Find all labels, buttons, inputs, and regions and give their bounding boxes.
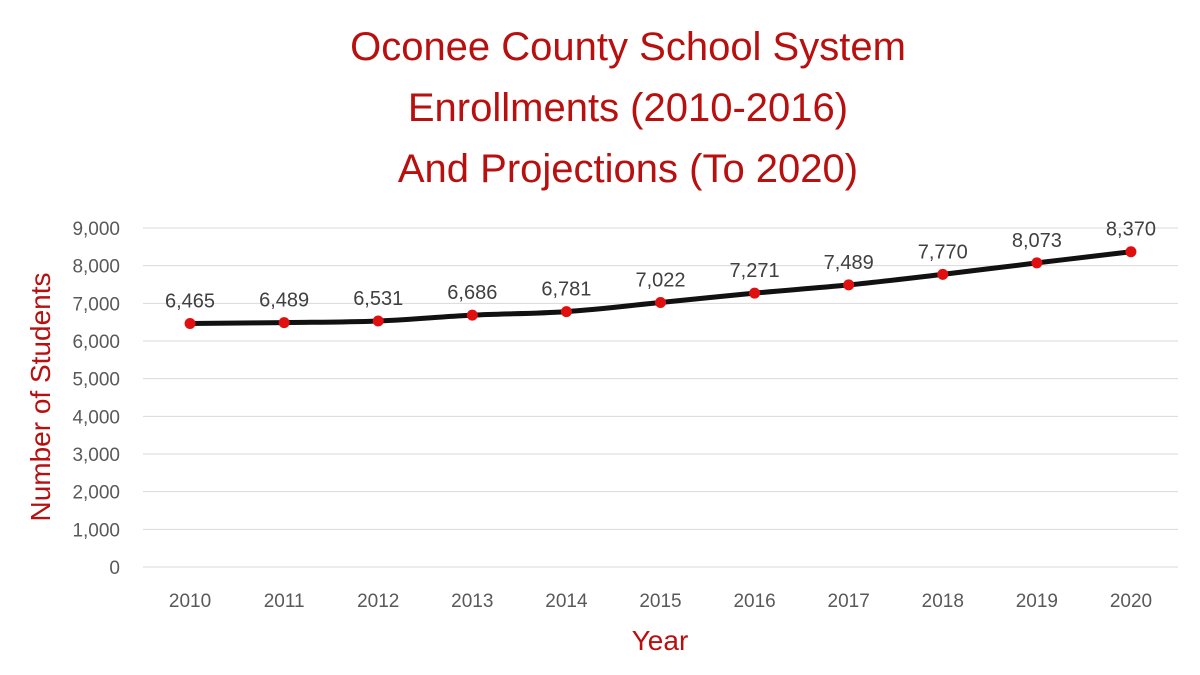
x-tick-label: 2018 [922,591,964,612]
chart-title-line: Enrollments (2010-2016) [408,86,848,130]
chart-title-line: Oconee County School System [350,25,906,69]
x-tick-label: 2010 [169,591,211,612]
y-tick-label: 4,000 [72,407,120,428]
data-point-2018 [937,268,949,280]
data-point-2014 [560,306,572,318]
x-tick-label: 2014 [545,591,588,612]
y-tick-label: 9,000 [72,219,120,240]
x-tick-label: 2020 [1110,591,1152,612]
data-label-2020: 8,370 [1106,219,1156,241]
y-tick-label: 5,000 [72,370,120,391]
data-label-2016: 7,271 [730,260,780,282]
data-point-2012 [372,315,384,327]
data-label-2012: 6,531 [353,288,403,310]
y-axis-ticks: 0 1,000 2,000 3,000 4,000 5,000 6,000 7,000 8,00… [72,219,120,579]
data-label-2019: 8,073 [1012,230,1062,252]
data-point-2011 [278,317,290,329]
chart-title: Oconee County School System Enrollments (… [350,25,906,191]
data-label-2018: 7,770 [918,241,968,263]
x-tick-label: 2015 [639,591,681,612]
data-label-2015: 7,022 [635,270,685,292]
data-point-2017 [843,279,855,291]
y-tick-label: 2,000 [72,483,120,504]
y-tick-label: 6,000 [72,332,120,353]
chart-title-line: And Projections (To 2020) [398,147,858,191]
data-point-2019 [1031,257,1043,269]
data-point-2010 [184,317,196,329]
x-axis-title: Year [632,625,689,656]
y-axis-title: Number of Students [25,272,56,521]
y-tick-label: 0 [109,558,120,579]
x-tick-label: 2016 [733,591,775,612]
x-tick-label: 2013 [451,591,493,612]
x-axis-ticks: 2010 2011 2012 2013 2014 2015 2016 2017 2018 2019… [169,591,1152,612]
y-tick-label: 7,000 [72,294,120,315]
gridlines [143,227,1178,568]
series-enrollment [184,246,1137,329]
x-tick-label: 2019 [1016,591,1058,612]
data-label-2014: 6,781 [541,279,591,301]
data-point-2015 [655,297,666,309]
data-label-2010: 6,465 [165,290,215,312]
x-tick-label: 2012 [357,591,399,612]
data-point-2020 [1125,246,1137,258]
data-labels: 6,465 6,489 6,531 6,686 6,781 7,022 7,271 7,489… [165,219,1156,313]
y-tick-label: 8,000 [72,257,120,278]
data-label-2011: 6,489 [259,290,309,312]
data-point-2013 [466,309,478,321]
data-point-2016 [749,287,761,299]
x-tick-label: 2017 [828,591,870,612]
y-tick-label: 1,000 [72,520,120,541]
data-label-2017: 7,489 [824,252,874,274]
y-tick-label: 3,000 [72,445,120,466]
x-tick-label: 2011 [264,591,305,612]
data-label-2013: 6,686 [447,282,497,304]
